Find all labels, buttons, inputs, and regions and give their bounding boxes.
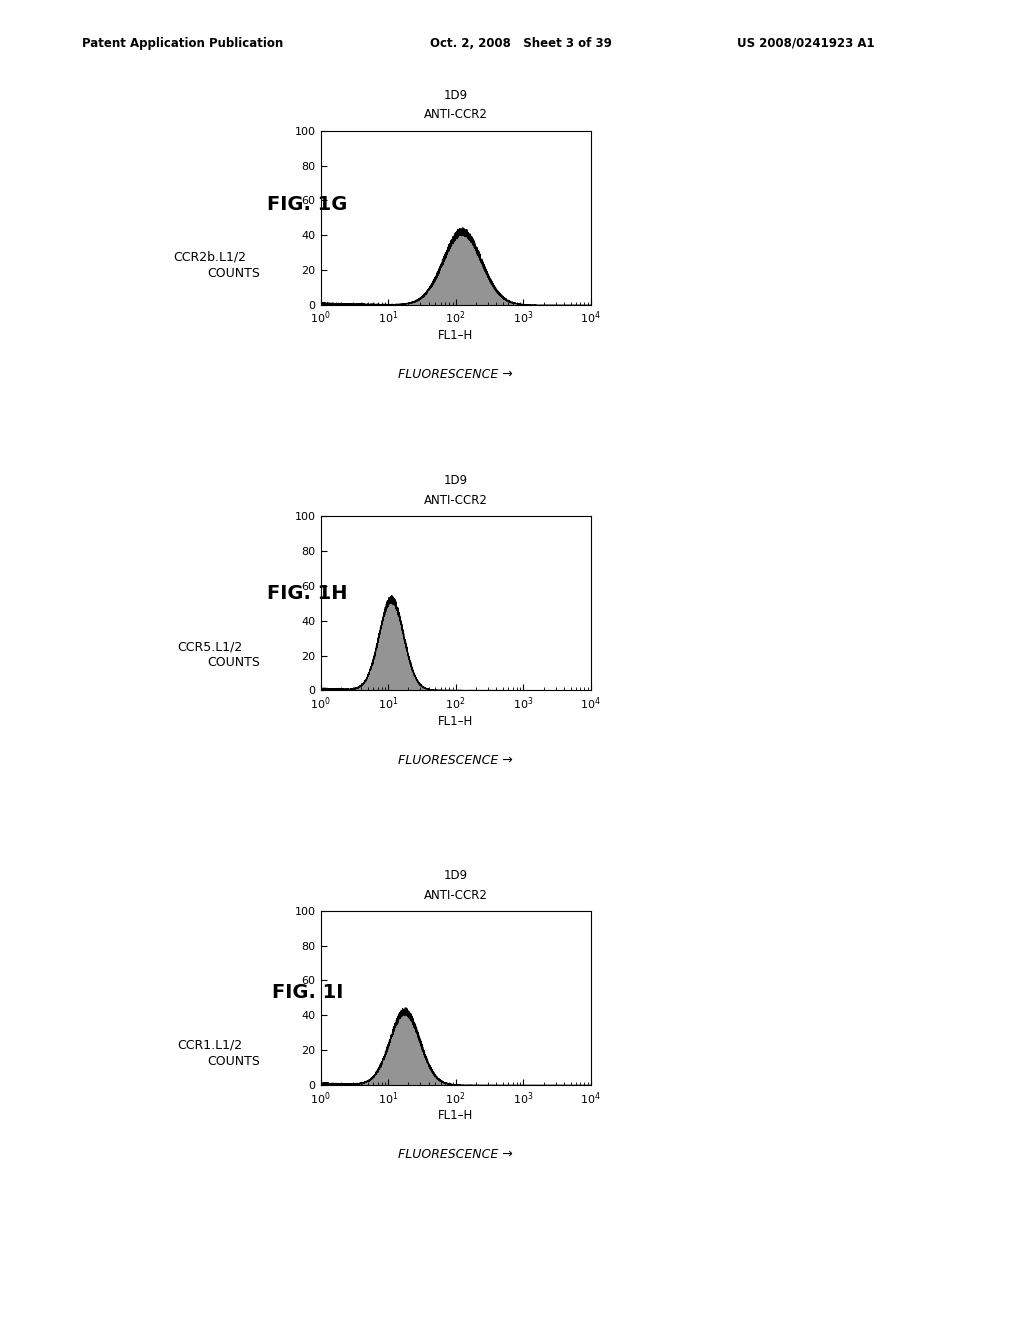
Text: ANTI-CCR2: ANTI-CCR2 <box>424 888 487 902</box>
Text: FIG. 1H: FIG. 1H <box>267 585 347 603</box>
Text: FIG. 1I: FIG. 1I <box>271 983 343 1002</box>
Text: CCR5.L1/2: CCR5.L1/2 <box>177 640 243 653</box>
Text: 1D9: 1D9 <box>443 474 468 487</box>
Text: FIG. 1G: FIG. 1G <box>267 195 347 214</box>
X-axis label: FL1–H: FL1–H <box>438 1109 473 1122</box>
Text: ANTI-CCR2: ANTI-CCR2 <box>424 494 487 507</box>
Text: Patent Application Publication: Patent Application Publication <box>82 37 284 50</box>
X-axis label: FL1–H: FL1–H <box>438 714 473 727</box>
Text: US 2008/0241923 A1: US 2008/0241923 A1 <box>737 37 874 50</box>
Text: COUNTS: COUNTS <box>207 1055 260 1068</box>
Text: 1D9: 1D9 <box>443 88 468 102</box>
X-axis label: FL1–H: FL1–H <box>438 329 473 342</box>
Text: COUNTS: COUNTS <box>207 267 260 280</box>
Text: 1D9: 1D9 <box>443 869 468 882</box>
Text: Oct. 2, 2008   Sheet 3 of 39: Oct. 2, 2008 Sheet 3 of 39 <box>430 37 612 50</box>
Text: CCR2b.L1/2: CCR2b.L1/2 <box>173 251 247 264</box>
Text: FLUORESCENCE →: FLUORESCENCE → <box>398 754 513 767</box>
Text: ANTI-CCR2: ANTI-CCR2 <box>424 108 487 121</box>
Text: COUNTS: COUNTS <box>207 656 260 669</box>
Text: FLUORESCENCE →: FLUORESCENCE → <box>398 368 513 381</box>
Text: FLUORESCENCE →: FLUORESCENCE → <box>398 1148 513 1162</box>
Text: CCR1.L1/2: CCR1.L1/2 <box>177 1039 243 1052</box>
